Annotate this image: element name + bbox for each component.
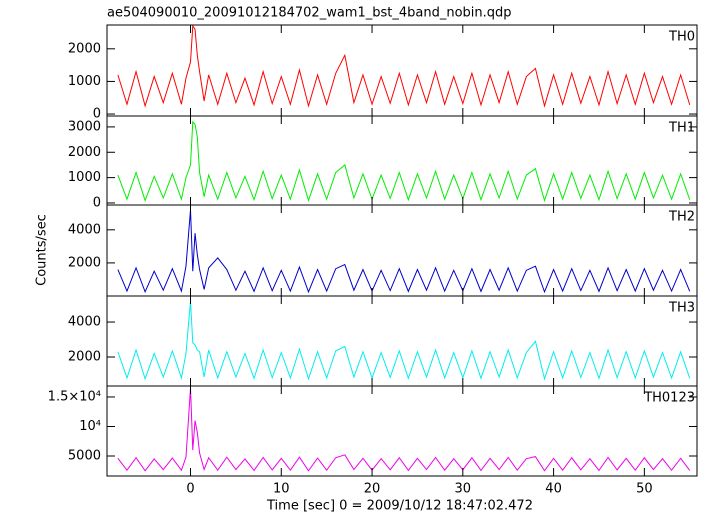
panel-label: TH2 [668,210,695,225]
y-tick-label: 0 [93,195,101,210]
panel-frame [106,385,698,477]
y-axis-label: Counts/sec [35,214,50,286]
x-tick-label: 20 [364,482,381,497]
light-curve [117,301,691,381]
x-tick-label: 10 [273,482,290,497]
x-tick-label: 40 [545,482,562,497]
y-tick-label: 1000 [68,170,101,185]
x-axis-label: Time [sec] 0 = 2009/10/12 18:47:02.472 [266,499,533,514]
y-tick-label: 10⁴ [79,419,101,434]
panel-label: TH0123 [643,391,695,406]
y-tick-label: 0 [93,107,101,122]
chart-title: ae504090010_20091012184702_wam1_bst_4ban… [107,6,512,21]
y-tick-label: 2000 [68,145,101,160]
x-tick-label: 50 [636,482,653,497]
y-tick-label: 1000 [68,74,101,89]
panel-frame [106,204,698,297]
y-tick-label: 2000 [68,255,101,270]
x-tick-label: 30 [455,482,472,497]
y-tick-label: 4000 [68,315,101,330]
y-tick-label: 5000 [68,448,101,463]
x-tick-label: 0 [186,482,194,497]
panel-label: TH0 [668,30,695,45]
panel-label: TH1 [668,121,695,136]
y-tick-label: 1.5×10⁴ [48,389,101,404]
light-curve [117,388,691,472]
light-curve [117,209,691,294]
y-tick-label: 4000 [68,222,101,237]
panel-label: TH3 [668,301,695,316]
light-curve [117,24,691,108]
panel-frame [106,295,698,387]
light-curve [117,120,691,203]
y-tick-label: 2000 [68,41,101,56]
y-tick-label: 2000 [68,349,101,364]
y-tick-label: 3000 [68,119,101,134]
